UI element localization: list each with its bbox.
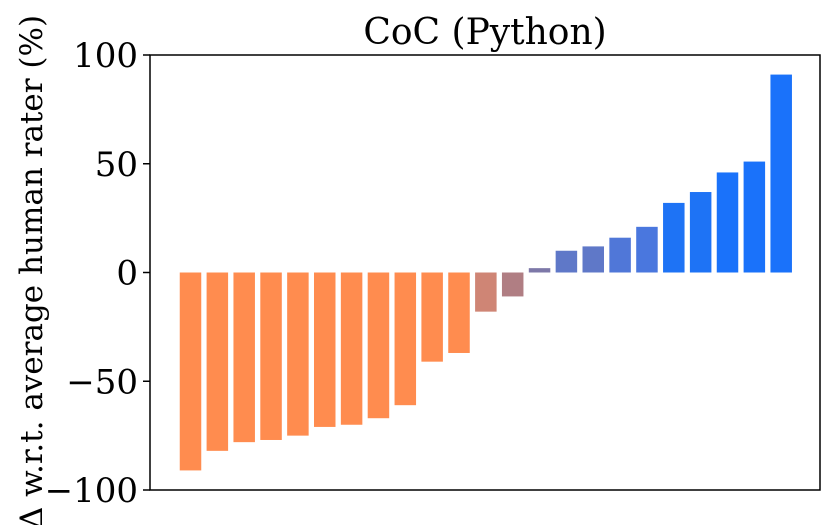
bar-22 — [743, 161, 766, 273]
bar-13 — [501, 272, 524, 297]
bar-5 — [287, 272, 309, 436]
y-tick-label-3: −50 — [66, 362, 138, 402]
bar-11 — [448, 272, 470, 353]
bar-8 — [367, 272, 390, 419]
y-axis-label: Δ w.r.t. average human rater (%) — [14, 15, 50, 525]
bar-16 — [582, 246, 604, 273]
y-tick-label-0: 100 — [73, 36, 138, 76]
bar-9 — [394, 272, 417, 406]
bar-1 — [179, 272, 202, 471]
bar-12 — [475, 272, 497, 312]
bar-17 — [609, 237, 631, 273]
bar-10 — [421, 272, 443, 362]
bar-21 — [716, 172, 739, 273]
y-tick-label-4: −100 — [45, 471, 138, 511]
bars — [179, 74, 792, 471]
bar-4 — [260, 272, 282, 440]
bar-14 — [528, 268, 551, 273]
bar-18 — [636, 226, 658, 273]
y-tick-label-1: 50 — [95, 145, 138, 185]
bar-23 — [770, 74, 792, 273]
chart-title: CoC (Python) — [363, 12, 606, 53]
bar-6 — [314, 272, 336, 427]
bar-3 — [233, 272, 255, 443]
bar-19 — [663, 202, 685, 273]
y-tick-label-2: 0 — [116, 254, 138, 294]
bar-15 — [555, 250, 578, 273]
bar-7 — [340, 272, 363, 425]
bar-2 — [206, 272, 229, 451]
y-axis: 100 50 0 −50 −100 — [45, 36, 150, 511]
bar-20 — [689, 192, 712, 273]
